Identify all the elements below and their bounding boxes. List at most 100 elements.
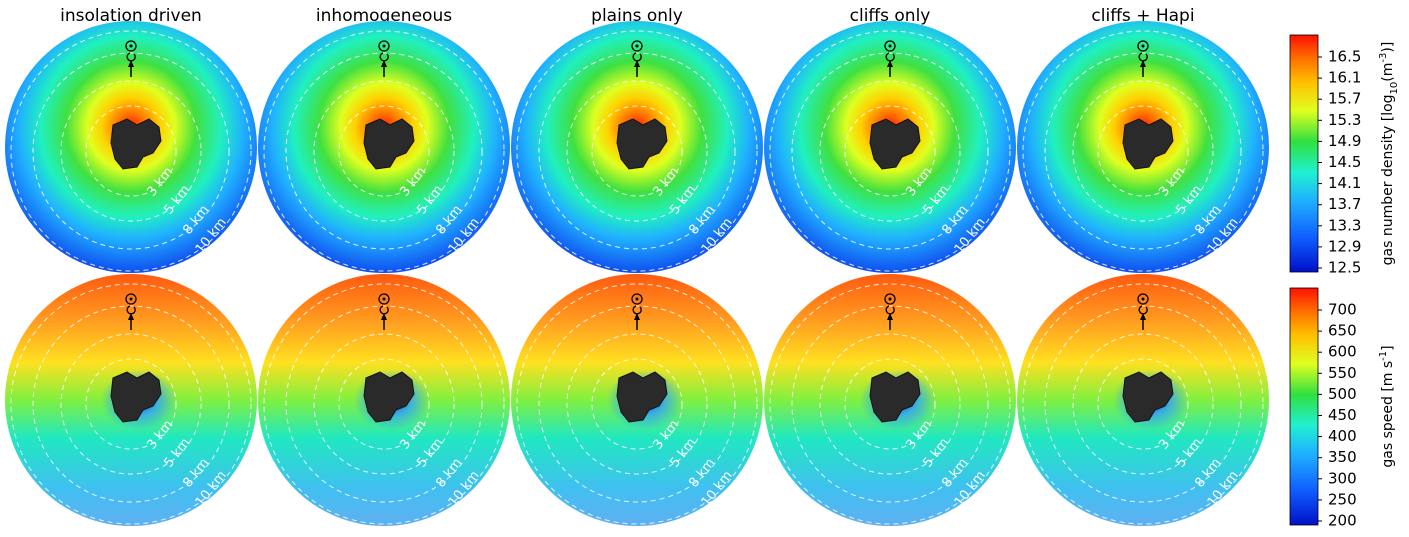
- sun-dot: [382, 44, 386, 48]
- panel-title: plains only: [591, 6, 683, 26]
- sun-symbol: [378, 293, 390, 305]
- colorbar-label-part: -3: [1378, 53, 1389, 63]
- sun-symbol: [884, 40, 896, 52]
- sun-dot: [635, 297, 639, 301]
- distance-ring: [85, 105, 177, 197]
- distance-ring: [32, 305, 230, 503]
- panel-title: insolation driven: [60, 6, 202, 26]
- colorbar-tick-label: 16.5: [1328, 48, 1361, 66]
- rotation-symbol: [126, 305, 136, 315]
- distance-ring: [1072, 80, 1214, 222]
- rotation-symbol: [1138, 305, 1148, 315]
- sun-symbol: [125, 293, 137, 305]
- distance-ring: [844, 105, 936, 197]
- distance-ring: [338, 358, 430, 450]
- comet: [363, 118, 415, 170]
- distance-ring: [32, 52, 230, 250]
- distance-ring: [338, 105, 430, 197]
- colorbar-label-part: 10: [1389, 82, 1400, 95]
- colorbar-tick-label: 700: [1328, 301, 1357, 319]
- sun-symbol: [1137, 293, 1149, 305]
- distance-ring: [263, 283, 505, 525]
- arrow-head: [381, 313, 387, 320]
- distance-ring: [10, 30, 252, 272]
- colorbar-label-part: )]: [1380, 42, 1396, 53]
- distance-ring: [60, 80, 202, 222]
- arrow-head: [128, 313, 134, 320]
- arrow-head: [1140, 313, 1146, 320]
- colorbar-tick-label: 600: [1328, 343, 1357, 361]
- distance-ring: [85, 358, 177, 450]
- colorbar-label: gas number density [log10(m-3)]: [1378, 42, 1400, 266]
- arrow-head: [1140, 60, 1146, 67]
- colorbar-tick-label: 350: [1328, 448, 1357, 466]
- arrow-head: [634, 60, 640, 67]
- sun-symbol: [378, 40, 390, 52]
- comet: [616, 118, 668, 170]
- distance-ring: [844, 358, 936, 450]
- rotation-symbol: [632, 305, 642, 315]
- comet: [110, 371, 162, 423]
- colorbar-tick-label: 16.1: [1328, 69, 1361, 87]
- rotation-symbol: [379, 305, 389, 315]
- colorbar-tick-label: 500: [1328, 385, 1357, 403]
- panel-title: cliffs only: [850, 6, 931, 26]
- arrow-head: [887, 60, 893, 67]
- sun-dot: [1141, 297, 1145, 301]
- distance-ring: [285, 52, 483, 250]
- sun-dot: [888, 297, 892, 301]
- arrow-head: [634, 313, 640, 320]
- distance-ring: [591, 105, 683, 197]
- sun-symbol: [884, 293, 896, 305]
- colorbar: [1289, 287, 1319, 526]
- sun-symbol: [125, 40, 137, 52]
- sun-dot: [635, 44, 639, 48]
- rotation-symbol: [885, 305, 895, 315]
- sun-dot: [129, 44, 133, 48]
- comet: [869, 371, 921, 423]
- colorbar-tick-label: 12.5: [1328, 259, 1361, 277]
- panel-title: inhomogeneous: [316, 6, 452, 26]
- colorbar-label-part: gas speed [m s: [1380, 361, 1396, 468]
- distance-ring: [285, 305, 483, 503]
- colorbar-label-part: (m: [1380, 63, 1396, 82]
- distance-ring: [791, 305, 989, 503]
- colorbar-tick-label: 15.7: [1328, 90, 1361, 108]
- distance-ring: [263, 30, 505, 272]
- distance-ring: [313, 80, 455, 222]
- colorbar-tick-label: 250: [1328, 490, 1357, 508]
- comet: [363, 371, 415, 423]
- distance-ring: [313, 333, 455, 475]
- colorbar-tick-label: 13.7: [1328, 195, 1361, 213]
- distance-ring: [791, 52, 989, 250]
- panel-title: cliffs + Hapi: [1091, 6, 1194, 26]
- distance-ring: [516, 30, 758, 272]
- distance-ring: [1022, 283, 1264, 525]
- distance-ring: [516, 283, 758, 525]
- comet: [1122, 118, 1174, 170]
- colorbar-tick-label: 12.9: [1328, 237, 1361, 255]
- colorbar-tick-label: 650: [1328, 322, 1357, 340]
- colorbar-label-part: -1: [1378, 351, 1389, 361]
- distance-ring: [1044, 52, 1242, 250]
- distance-ring: [1097, 358, 1189, 450]
- colorbar-tick-label: 450: [1328, 406, 1357, 424]
- comet: [1122, 371, 1174, 423]
- sun-dot: [888, 44, 892, 48]
- distance-ring: [819, 80, 961, 222]
- distance-ring: [769, 30, 1011, 272]
- colorbar-label-part: gas number density [log: [1380, 94, 1396, 265]
- colorbar-tick-label: 550: [1328, 364, 1357, 382]
- sun-dot: [382, 297, 386, 301]
- arrow-head: [381, 60, 387, 67]
